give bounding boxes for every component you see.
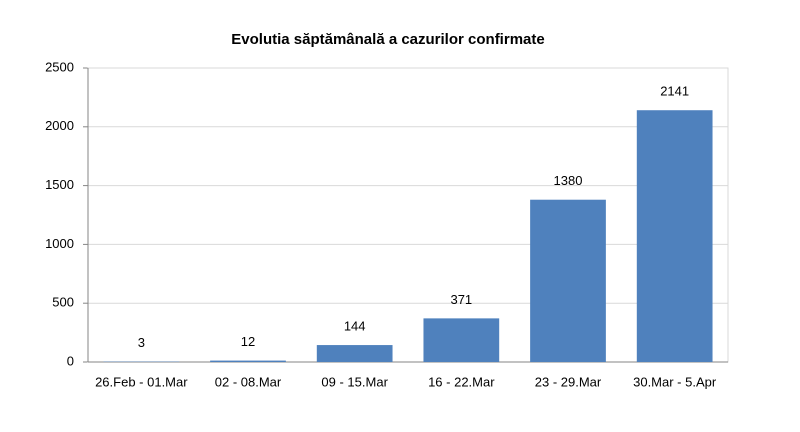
x-tick-label: 26.Feb - 01.Mar (95, 374, 188, 389)
x-tick-label: 16 - 22.Mar (428, 374, 495, 389)
y-tick-label: 500 (52, 295, 74, 310)
y-tick-label: 2000 (45, 118, 74, 133)
bar (316, 345, 393, 362)
bar (636, 110, 713, 362)
data-label: 2141 (660, 84, 689, 99)
data-label: 12 (241, 334, 255, 349)
y-tick-label: 2500 (45, 59, 74, 74)
bar (210, 360, 286, 362)
bar (423, 318, 500, 362)
data-label: 144 (344, 319, 366, 334)
data-label: 3 (138, 335, 145, 350)
y-tick-label: 1500 (45, 177, 74, 192)
chart-title: Evolutia săptămânală a cazurilor confirm… (231, 31, 544, 48)
data-label: 1380 (554, 173, 583, 188)
x-tick-label: 30.Mar - 5.Apr (633, 374, 717, 389)
y-tick-label: 0 (67, 353, 74, 368)
bar (530, 199, 606, 362)
x-tick-label: 09 - 15.Mar (321, 374, 388, 389)
x-tick-label: 02 - 08.Mar (215, 374, 282, 389)
data-label: 371 (450, 292, 472, 307)
y-tick-label: 1000 (45, 236, 74, 251)
x-tick-label: 23 - 29.Mar (535, 374, 602, 389)
